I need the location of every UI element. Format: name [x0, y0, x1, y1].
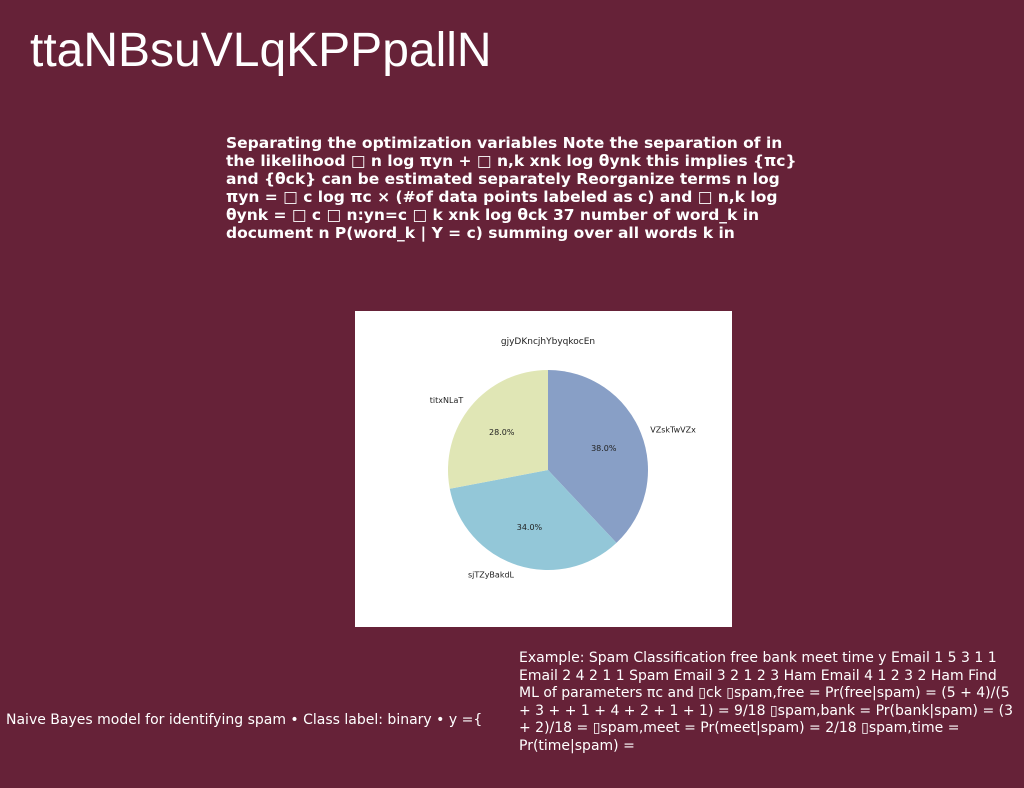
pie-slice-label-1: VZskTwVZx	[650, 426, 696, 435]
slide-title: ttaNBsuVLqKPPpallN	[30, 24, 492, 77]
caption-right: Example: Spam Classification free bank m…	[519, 650, 1014, 754]
chart-title: gjyDKncjhYbyqkocEn	[501, 337, 595, 347]
pie-slice-label-3: titxNLaT	[430, 396, 464, 405]
pie-pct-label-2: 34.0%	[517, 523, 543, 532]
pie-slice-2	[449, 470, 617, 570]
pie-slice-3	[448, 370, 548, 489]
pie-slices	[448, 370, 648, 570]
caption-left: Naive Bayes model for identifying spam •…	[6, 712, 483, 728]
pie-slice-1	[548, 370, 648, 543]
pie-labels: 38.0% VZskTwVZx 34.0% sjTZyBakdL 28.0% titxNL…	[430, 396, 696, 580]
pie-chart: gjyDKncjhYbyqkocEn 38.0% VZskTwVZx 34.0% sj…	[430, 337, 696, 580]
pie-slice-label-2: sjTZyBakdL	[468, 571, 515, 580]
pie-pct-label-3: 28.0%	[489, 428, 515, 437]
pie-pct-label-1: 38.0%	[591, 444, 617, 453]
slide-body-text: Separating the optimization variables No…	[226, 134, 797, 242]
pie-chart-panel: gjyDKncjhYbyqkocEn 38.0% VZskTwVZx 34.0% sj…	[355, 311, 732, 627]
